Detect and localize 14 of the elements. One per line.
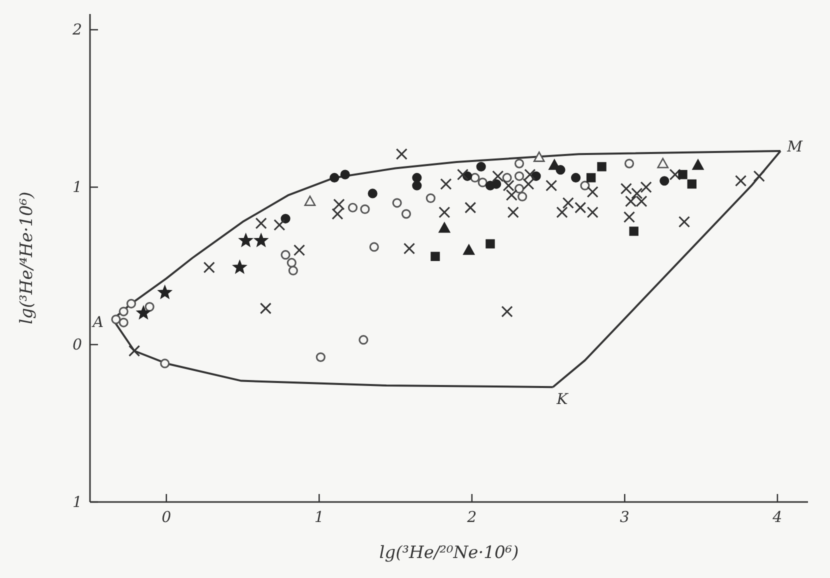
annotation: M (786, 137, 804, 156)
x-tick-label: 3 (620, 508, 630, 526)
annotation: K (556, 390, 569, 408)
y-tick-label: 1 (72, 178, 82, 196)
annotation: A (90, 313, 104, 332)
y-tick-label: 2 (71, 20, 82, 39)
x-axis-title: lg(³He/²⁰Ne·10⁶) (379, 543, 519, 563)
x-tick-label: 1 (314, 508, 324, 526)
x-tick-label: 4 (772, 508, 782, 526)
x-tick-label: 0 (162, 508, 172, 526)
x-tick-label: 2 (466, 508, 477, 526)
y-axis-title: lg(³He/⁴He·10⁶) (17, 192, 37, 324)
y-tick-label: 0 (72, 336, 82, 354)
y-tick-label: 1 (72, 493, 82, 511)
